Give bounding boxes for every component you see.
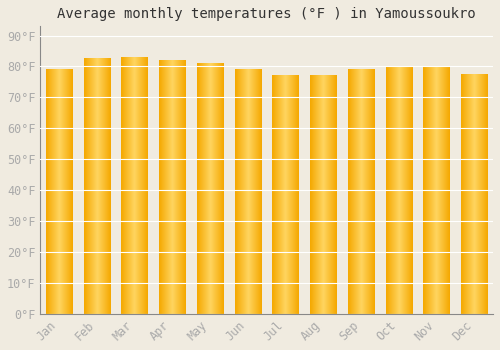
Title: Average monthly temperatures (°F ) in Yamoussoukro: Average monthly temperatures (°F ) in Ya… — [58, 7, 476, 21]
